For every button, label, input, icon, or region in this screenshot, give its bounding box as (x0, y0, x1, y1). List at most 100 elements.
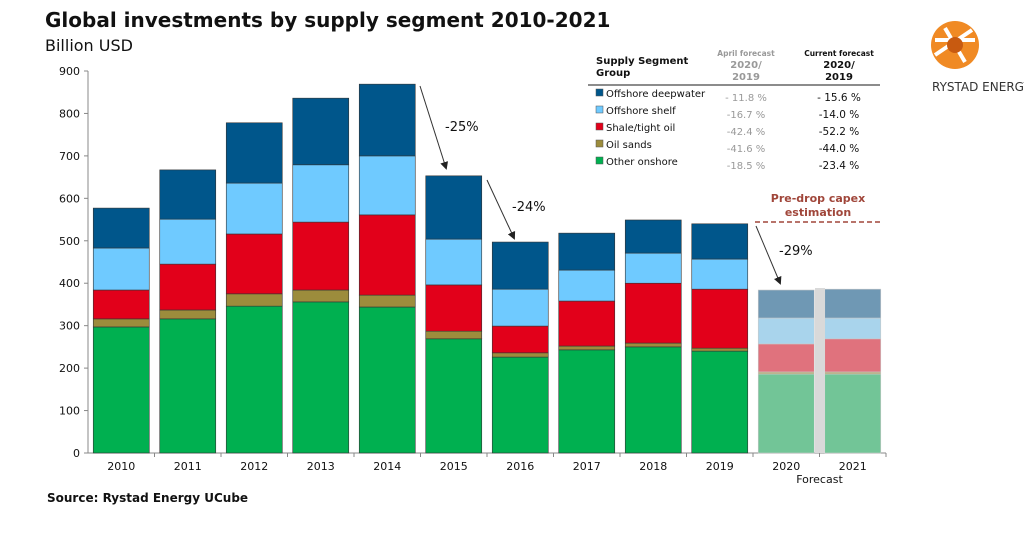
bar-oil-sands-2018 (624, 342, 682, 348)
bar-oil-sands-2012 (225, 293, 283, 307)
bar-offshore-deepwater-2021 (824, 288, 882, 319)
legend-swatch-icon (595, 139, 604, 148)
x-tick-label: 2015 (440, 460, 468, 473)
x-tick-label: 2013 (307, 460, 335, 473)
brand-name: RYSTAD ENERGY (932, 80, 1024, 94)
bar-other-onshore-2021 (824, 373, 882, 454)
bar-other-onshore-2016 (491, 356, 549, 454)
bar-other-onshore-2011 (159, 318, 217, 454)
arrow-2015-2016 (486, 179, 516, 240)
bar-shale-tight-oil-2011 (159, 263, 217, 311)
bar-offshore-deepwater-2012 (225, 122, 283, 184)
x-tick-label: 2020 (772, 460, 800, 473)
x-tick-label: 2012 (240, 460, 268, 473)
table-header-group-1: Supply Segment (596, 56, 689, 67)
x-tick-label: 2010 (107, 460, 135, 473)
bar-offshore-shelf-2015 (425, 238, 483, 286)
table-header-current-l2: 2019 (825, 72, 853, 83)
april-forecast-value: - 11.8 % (725, 93, 767, 104)
bar-oil-sands-2017 (558, 345, 616, 351)
x-tick-label: 2019 (706, 460, 734, 473)
legend-label: Offshore shelf (606, 106, 676, 117)
april-forecast-value: -41.6 % (727, 144, 766, 155)
bar-offshore-shelf-2020 (757, 317, 815, 345)
bar-oil-sands-2019 (691, 347, 749, 352)
current-forecast-value: -23.4 % (819, 160, 860, 172)
bar-shale-tight-oil-2017 (558, 300, 616, 347)
bar-shale-tight-oil-2016 (491, 325, 549, 354)
table-header-current-l1: 2020/ (823, 60, 855, 71)
bar-oil-sands-2011 (159, 309, 217, 320)
bar-offshore-shelf-2011 (159, 218, 217, 265)
current-forecast-value: -14.0 % (819, 109, 860, 121)
legend-swatch-icon (595, 122, 604, 131)
bar-offshore-deepwater-2011 (159, 169, 217, 220)
legend-label: Oil sands (606, 140, 652, 151)
legend-label: Shale/tight oil (606, 123, 675, 134)
bar-offshore-deepwater-2015 (425, 175, 483, 240)
y-tick-label: 800 (59, 107, 80, 120)
bar-offshore-deepwater-2018 (624, 219, 682, 254)
y-tick-label: 100 (59, 405, 80, 418)
bar-shale-tight-oil-2019 (691, 288, 749, 349)
rystad-logo-icon (931, 21, 979, 69)
bar-shale-tight-oil-2013 (292, 221, 350, 291)
bar-offshore-shelf-2010 (92, 247, 150, 291)
current-forecast-value: -44.0 % (819, 143, 860, 155)
bar-other-onshore-2012 (225, 305, 283, 454)
y-tick-label: 200 (59, 362, 80, 375)
bar-shale-tight-oil-2021 (824, 338, 882, 373)
legend-swatch-icon (595, 88, 604, 97)
bar-shale-tight-oil-2015 (425, 284, 483, 332)
bar-other-onshore-2020 (757, 373, 815, 454)
bar-offshore-shelf-2019 (691, 258, 749, 290)
bar-shale-tight-oil-2012 (225, 233, 283, 295)
bar-offshore-deepwater-2019 (691, 223, 749, 260)
bar-oil-sands-2010 (92, 318, 150, 328)
bar-offshore-deepwater-2020 (757, 289, 815, 319)
bar-offshore-deepwater-2014 (358, 83, 416, 157)
bar-offshore-shelf-2016 (491, 288, 549, 327)
bar-offshore-shelf-2012 (225, 182, 283, 235)
bar-oil-sands-2016 (491, 352, 549, 358)
annotation-24: -24% (512, 200, 546, 215)
bar-offshore-shelf-2017 (558, 269, 616, 302)
predrop-label-1: Pre-drop capex (771, 192, 865, 205)
y-tick-label: 600 (59, 192, 80, 205)
bar-oil-sands-2013 (292, 289, 350, 303)
bar-oil-sands-2014 (358, 294, 416, 308)
arrow-2014-2015 (419, 85, 448, 170)
arrow-predrop-2020 (755, 225, 782, 285)
table-header-april-l1: 2020/ (730, 60, 762, 71)
x-tick-label: 2016 (506, 460, 534, 473)
table-header-current: Current forecast (804, 49, 874, 58)
april-forecast-value: -18.5 % (727, 161, 766, 172)
table-header-group-2: Group (596, 68, 630, 79)
table-header-april: April forecast (717, 49, 775, 58)
chart-subtitle: Billion USD (45, 36, 133, 55)
bar-offshore-shelf-2018 (624, 252, 682, 284)
y-tick-label: 500 (59, 235, 80, 248)
bar-oil-sands-2020 (757, 371, 815, 375)
bar-shale-tight-oil-2010 (92, 289, 150, 320)
legend-swatch-icon (595, 156, 604, 165)
bar-other-onshore-2018 (624, 346, 682, 454)
bar-other-onshore-2015 (425, 338, 483, 454)
y-tick-label: 700 (59, 150, 80, 163)
bar-offshore-shelf-2013 (292, 164, 350, 223)
predrop-label-2: estimation (785, 206, 851, 219)
x-tick-label: 2014 (373, 460, 401, 473)
legend-swatch-icon (595, 105, 604, 114)
bar-other-onshore-2017 (558, 349, 616, 454)
bar-other-onshore-2010 (92, 326, 150, 454)
y-tick-label: 300 (59, 320, 80, 333)
source-note: Source: Rystad Energy UCube (47, 491, 248, 505)
annotation-29: -29% (779, 244, 813, 259)
current-forecast-value: -52.2 % (819, 126, 860, 138)
current-forecast-value: - 15.6 % (817, 92, 861, 104)
bar-shale-tight-oil-2020 (757, 343, 815, 373)
table-header-april-l2: 2019 (732, 72, 760, 83)
chart-title: Global investments by supply segment 201… (45, 8, 610, 32)
